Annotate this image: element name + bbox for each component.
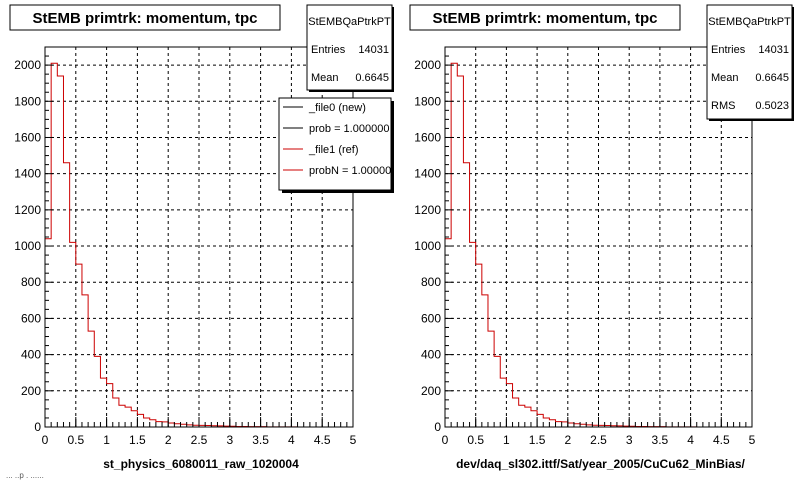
- x-tick-label: 3.5: [652, 433, 669, 447]
- x-tick-label: 4.5: [314, 433, 331, 447]
- y-tick-label: 400: [21, 348, 41, 362]
- stats-box: [706, 4, 793, 120]
- y-tick-label: 600: [21, 311, 41, 325]
- y-tick-label: 800: [421, 275, 441, 289]
- stats-entries-label: Entries: [711, 44, 746, 56]
- x-tick-label: 2: [165, 433, 172, 447]
- y-tick-label: 200: [21, 384, 41, 398]
- stats-entries-label: Entries: [311, 44, 346, 56]
- x-tick-label: 3.5: [252, 433, 269, 447]
- title-box: [409, 4, 681, 31]
- title-box: [9, 4, 281, 31]
- x-tick-label: 1: [503, 433, 510, 447]
- legend-entry: prob = 1.000000: [309, 123, 389, 135]
- stats-mean-value: 0.6645: [755, 72, 789, 84]
- stats-mean-label: Mean: [711, 72, 739, 84]
- legend-entry: _file1 (ref): [308, 144, 359, 156]
- y-tick-label: 200: [421, 384, 441, 398]
- x-tick-label: 1.5: [529, 433, 546, 447]
- histogram-panel-1: 0 0.5 1 1.5 2 2.5 3 3.5 4 4.5 5 0 200 400 600 800 1000 12…: [9, 4, 397, 471]
- chart-title: StEMB primtrk: momentum, tpc: [32, 10, 257, 27]
- x-tick-label: 5: [350, 433, 357, 447]
- y-tick-label: 400: [421, 348, 441, 362]
- histogram-panel-2: 0 0.5 1 1.5 2 2.5 3 3.5 4 4.5 5 0 200 400 600 800 1000 12…: [409, 4, 794, 471]
- y-tick-label: 1600: [414, 130, 441, 144]
- y-tick-label: 1200: [14, 203, 41, 217]
- stats-entries-value: 14031: [758, 44, 789, 56]
- y-tick-label: 0: [434, 420, 441, 434]
- x-tick-label: 2.5: [191, 433, 208, 447]
- stats-mean-label: Mean: [311, 72, 339, 84]
- x-tick-label: 3: [626, 433, 633, 447]
- plot-area: [445, 47, 752, 427]
- x-tick-label: 4: [687, 433, 694, 447]
- y-tick-label: 600: [421, 311, 441, 325]
- legend-entry: probN = 1.000000: [309, 165, 397, 177]
- x-tick-label: 0.5: [67, 433, 84, 447]
- stats-entries-value: 14031: [358, 44, 389, 56]
- x-tick-label: 2: [564, 433, 571, 447]
- legend-box: [278, 97, 392, 191]
- chart-title: StEMB primtrk: momentum, tpc: [432, 10, 657, 27]
- corner-note: ... ..p . ......: [6, 471, 44, 480]
- x-axis-label: st_physics_6080011_raw_1020004: [103, 457, 299, 471]
- x-tick-label: 1: [103, 433, 110, 447]
- y-tick-label: 1800: [14, 94, 41, 108]
- x-tick-label: 4: [288, 433, 295, 447]
- y-tick-label: 1400: [14, 167, 41, 181]
- x-tick-label: 1.5: [129, 433, 146, 447]
- stats-rms-value: 0.5023: [755, 100, 789, 112]
- x-tick-label: 0: [442, 433, 449, 447]
- x-axis-label: dev/daq_sl302.ittf/Sat/year_2005/CuCu62_…: [456, 457, 745, 471]
- y-tick-label: 1800: [414, 94, 441, 108]
- x-tick-label: 0: [42, 433, 49, 447]
- x-tick-label: 3: [226, 433, 233, 447]
- y-tick-label: 1400: [414, 167, 441, 181]
- x-tick-label: 2.5: [590, 433, 607, 447]
- stats-name: StEMBQaPtrkPT: [308, 16, 391, 28]
- x-tick-label: 5: [749, 433, 756, 447]
- legend: _file0 (new) prob = 1.000000 _file1 (ref) p…: [283, 102, 397, 177]
- y-tick-label: 2000: [414, 58, 441, 72]
- stats-rms-label: RMS: [711, 100, 735, 112]
- y-tick-label: 1600: [14, 130, 41, 144]
- x-tick-label: 4.5: [713, 433, 730, 447]
- stats-name: StEMBQaPtrkPT: [708, 16, 791, 28]
- y-tick-label: 0: [34, 420, 41, 434]
- y-tick-label: 1200: [414, 203, 441, 217]
- stats-mean-value: 0.6645: [355, 72, 389, 84]
- y-tick-label: 1000: [14, 239, 41, 253]
- y-tick-label: 1000: [414, 239, 441, 253]
- legend-entry: _file0 (new): [308, 102, 366, 114]
- x-tick-label: 0.5: [467, 433, 484, 447]
- stats-box: [306, 4, 393, 91]
- y-tick-label: 2000: [14, 58, 41, 72]
- y-tick-label: 800: [21, 275, 41, 289]
